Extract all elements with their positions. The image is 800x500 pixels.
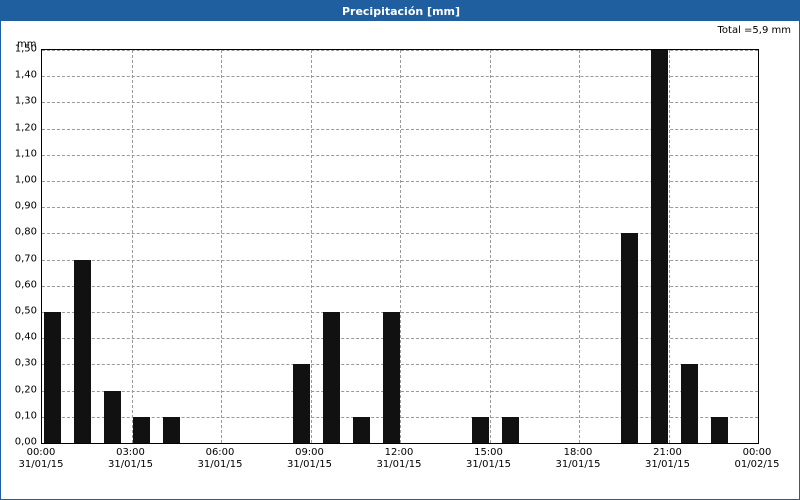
- x-tick-date: 31/01/15: [555, 459, 601, 470]
- y-tick-label: 1,50: [14, 43, 37, 55]
- gridline-vertical: [310, 50, 312, 443]
- y-tick-label: 1,30: [14, 95, 37, 107]
- x-tick-date: 31/01/15: [645, 459, 690, 470]
- gridline-vertical: [668, 50, 670, 443]
- x-tick-label: 00:00 01/02/15: [735, 447, 780, 471]
- plot-area: [41, 49, 759, 444]
- bar: [163, 416, 181, 443]
- y-tick-label: 1,40: [14, 69, 37, 81]
- total-precipitation-label: Total =5,9 mm: [717, 25, 791, 36]
- bar: [103, 390, 121, 443]
- x-tick-time: 06:00: [205, 447, 235, 458]
- x-tick-date: 31/01/15: [18, 459, 64, 470]
- gridline-vertical: [579, 50, 580, 443]
- x-tick-label: 15:00 31/01/15: [466, 447, 511, 471]
- y-tick-label: 0,70: [14, 253, 37, 265]
- y-tick-label: 0,10: [14, 410, 37, 422]
- bar: [501, 416, 519, 443]
- x-tick-time: 12:00: [384, 447, 414, 458]
- window-title: Precipitación [mm]: [341, 4, 461, 18]
- y-tick-label: 0,30: [14, 357, 37, 369]
- bar: [382, 312, 400, 443]
- x-tick-date: 31/01/15: [466, 459, 511, 470]
- x-tick-time: 18:00: [563, 447, 593, 458]
- bar: [680, 364, 698, 443]
- gridline-vertical: [489, 50, 491, 443]
- x-tick-date: 31/01/15: [287, 459, 332, 470]
- x-tick-label: 00:00 31/01/15: [19, 447, 64, 471]
- gridline-vertical: [221, 50, 222, 443]
- x-tick-label: 18:00 31/01/15: [556, 447, 601, 471]
- x-tick-time: 09:00: [295, 447, 324, 458]
- x-tick-time: 21:00: [653, 447, 682, 458]
- bar: [651, 50, 669, 443]
- bar: [73, 259, 91, 443]
- x-tick-time: 00:00: [742, 447, 772, 458]
- x-tick-time: 00:00: [26, 447, 56, 458]
- y-tick-label: 0,80: [14, 226, 37, 238]
- gridline-vertical: [131, 50, 133, 443]
- y-tick-label: 1,10: [14, 148, 37, 160]
- bar: [472, 416, 490, 443]
- y-tick-label: 0,50: [14, 305, 37, 317]
- x-tick-label: 21:00 31/01/15: [645, 447, 690, 471]
- x-tick-label: 09:00 31/01/15: [287, 447, 332, 471]
- window-title-bar: Precipitación [mm]: [1, 1, 799, 21]
- x-tick-label: 03:00 31/01/15: [108, 447, 153, 471]
- y-tick-label: 0,20: [14, 384, 37, 396]
- x-tick-label: 12:00 31/01/15: [377, 447, 422, 471]
- y-tick-label: 1,00: [14, 174, 37, 186]
- x-axis-tick-labels: 00:00 31/01/15 03:00 31/01/15 06:00 31/01/15 0…: [19, 447, 780, 477]
- x-tick-date: 01/02/15: [734, 459, 780, 470]
- gridline-vertical: [400, 50, 401, 443]
- y-axis-unit-label: mm: [17, 39, 37, 50]
- x-tick-date: 31/01/15: [108, 459, 153, 470]
- bar: [352, 416, 370, 443]
- bar: [293, 364, 311, 443]
- x-tick-date: 31/01/15: [197, 459, 243, 470]
- x-tick-label: 06:00 31/01/15: [198, 447, 243, 471]
- bar: [710, 416, 728, 443]
- y-tick-label: 1,20: [14, 122, 37, 134]
- bar: [621, 233, 639, 443]
- y-axis-tick-labels: 0,00 0,10 0,20 0,30 0,40 0,50 0,60 0,70 0,80 0,90…: [1, 44, 37, 448]
- x-tick-time: 03:00: [116, 447, 145, 458]
- y-tick-label: 0,60: [14, 279, 37, 291]
- bar: [133, 416, 151, 443]
- x-tick-date: 31/01/15: [376, 459, 422, 470]
- y-tick-label: 0,00: [14, 436, 37, 448]
- y-tick-label: 0,90: [14, 200, 37, 212]
- x-tick-time: 15:00: [474, 447, 503, 458]
- y-tick-label: 0,40: [14, 331, 37, 343]
- bar: [43, 312, 61, 443]
- bar: [322, 312, 340, 443]
